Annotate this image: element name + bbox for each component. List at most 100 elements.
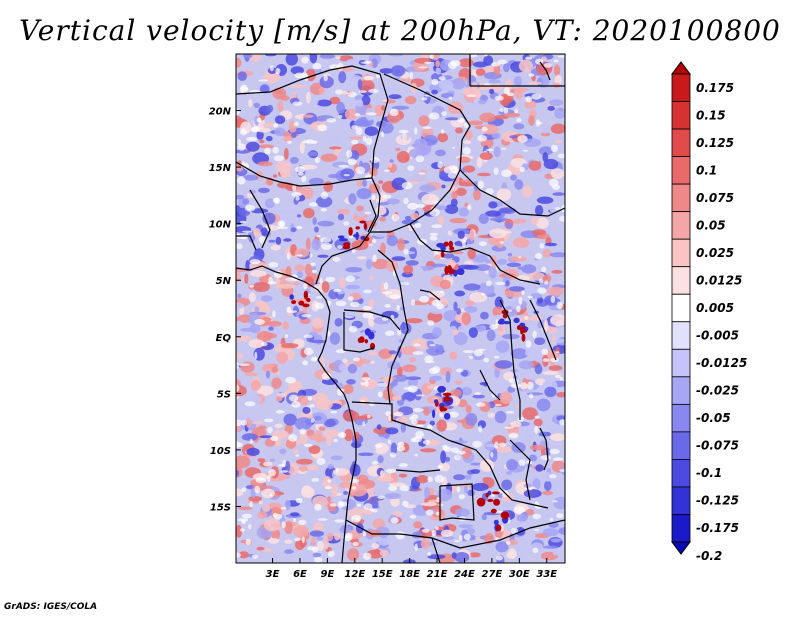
velocity-blob — [287, 140, 292, 144]
velocity-blob — [302, 553, 317, 563]
velocity-blob — [365, 112, 377, 116]
velocity-blob — [241, 513, 252, 519]
velocity-blob — [478, 99, 487, 105]
velocity-blob — [386, 235, 398, 247]
velocity-blob — [397, 441, 405, 448]
velocity-blob — [412, 351, 424, 355]
velocity-blob — [534, 378, 546, 386]
velocity-blob — [504, 501, 514, 510]
velocity-blob — [493, 355, 500, 359]
velocity-blob — [398, 129, 409, 134]
velocity-blob — [316, 196, 333, 208]
colorbar-label: 0.025 — [696, 246, 734, 260]
velocity-blob — [275, 236, 282, 245]
velocity-blob — [447, 172, 458, 179]
velocity-blob — [489, 228, 507, 239]
velocity-blob — [407, 378, 419, 387]
velocity-blob — [326, 532, 334, 542]
velocity-blob — [348, 193, 357, 205]
velocity-blob — [456, 268, 465, 276]
velocity-blob — [451, 191, 458, 200]
velocity-blob — [395, 147, 401, 152]
velocity-blob — [457, 117, 465, 123]
velocity-blob — [404, 398, 410, 409]
velocity-blob — [550, 144, 559, 153]
velocity-blob — [275, 409, 285, 414]
velocity-blob — [289, 512, 300, 517]
velocity-blob — [318, 86, 325, 95]
velocity-blob — [496, 324, 506, 336]
velocity-blob — [552, 500, 558, 503]
velocity-blob — [292, 448, 299, 454]
velocity-blob — [436, 303, 444, 310]
velocity-blob — [392, 385, 405, 397]
velocity-blob — [427, 320, 435, 326]
velocity-blob — [550, 433, 565, 442]
velocity-blob — [493, 146, 501, 158]
velocity-blob — [559, 469, 565, 472]
velocity-blob — [473, 349, 483, 357]
velocity-blob — [476, 497, 486, 507]
velocity-blob — [327, 464, 334, 470]
velocity-blob — [520, 382, 528, 390]
velocity-blob — [376, 327, 384, 338]
velocity-blob — [295, 454, 300, 457]
velocity-blob — [301, 56, 309, 64]
velocity-blob — [500, 147, 507, 150]
velocity-blob — [427, 499, 439, 503]
velocity-blob — [559, 215, 565, 222]
velocity-blob — [525, 95, 532, 103]
velocity-blob — [475, 68, 486, 76]
velocity-blob — [553, 496, 565, 510]
colorbar-label: 0.175 — [696, 81, 734, 95]
velocity-blob — [405, 260, 419, 266]
velocity-blob — [538, 146, 554, 156]
velocity-blob — [535, 464, 544, 472]
velocity-blob — [391, 213, 400, 222]
velocity-blob — [372, 518, 386, 529]
velocity-blob — [299, 219, 306, 225]
velocity-blob — [407, 202, 418, 210]
velocity-blob — [404, 215, 412, 221]
velocity-blob — [551, 270, 563, 274]
velocity-blob — [531, 93, 542, 100]
velocity-blob — [291, 192, 302, 197]
velocity-blob — [270, 435, 279, 442]
velocity-blob — [472, 254, 488, 263]
velocity-blob — [335, 89, 343, 95]
velocity-blob — [413, 343, 421, 347]
velocity-blob — [452, 329, 459, 336]
velocity-blob — [497, 258, 507, 265]
velocity-blob — [344, 315, 355, 319]
velocity-blob — [483, 357, 490, 363]
velocity-blob — [398, 281, 410, 286]
velocity-blob — [338, 71, 347, 84]
velocity-blob — [431, 224, 443, 229]
velocity-blob — [272, 87, 287, 100]
velocity-blob — [513, 123, 525, 130]
velocity-blob — [495, 537, 499, 541]
velocity-blob — [539, 243, 545, 249]
velocity-blob — [356, 474, 369, 485]
velocity-blob — [465, 300, 475, 306]
velocity-blob — [310, 262, 316, 266]
velocity-blob — [453, 301, 458, 312]
velocity-blob — [352, 541, 359, 547]
velocity-blob — [390, 452, 397, 458]
velocity-blob — [245, 538, 251, 546]
velocity-blob — [497, 319, 506, 325]
velocity-blob — [371, 239, 377, 244]
velocity-blob — [390, 442, 398, 456]
velocity-blob — [434, 455, 439, 468]
velocity-blob — [552, 457, 564, 461]
velocity-blob — [448, 240, 453, 248]
velocity-blob — [379, 549, 389, 557]
velocity-blob — [299, 141, 305, 154]
velocity-blob — [466, 94, 477, 98]
velocity-blob — [357, 79, 363, 90]
velocity-blob — [464, 306, 478, 313]
velocity-blob — [302, 303, 310, 308]
velocity-blob — [477, 180, 485, 189]
velocity-blob — [379, 122, 394, 134]
velocity-blob — [342, 358, 348, 363]
